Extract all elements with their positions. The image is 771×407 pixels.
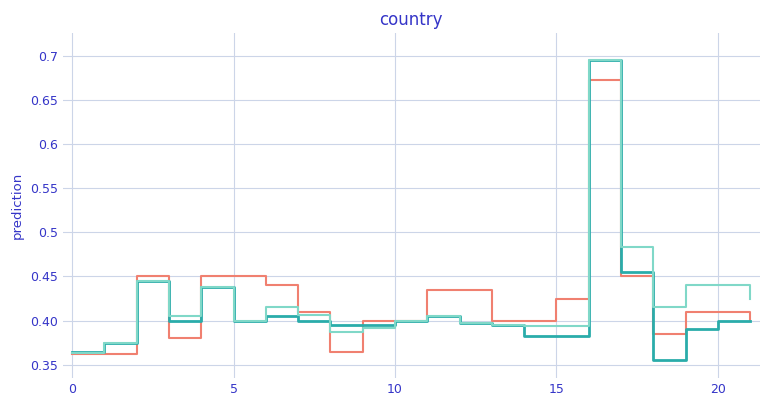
Y-axis label: prediction: prediction [11, 172, 24, 239]
Title: country: country [379, 11, 443, 29]
